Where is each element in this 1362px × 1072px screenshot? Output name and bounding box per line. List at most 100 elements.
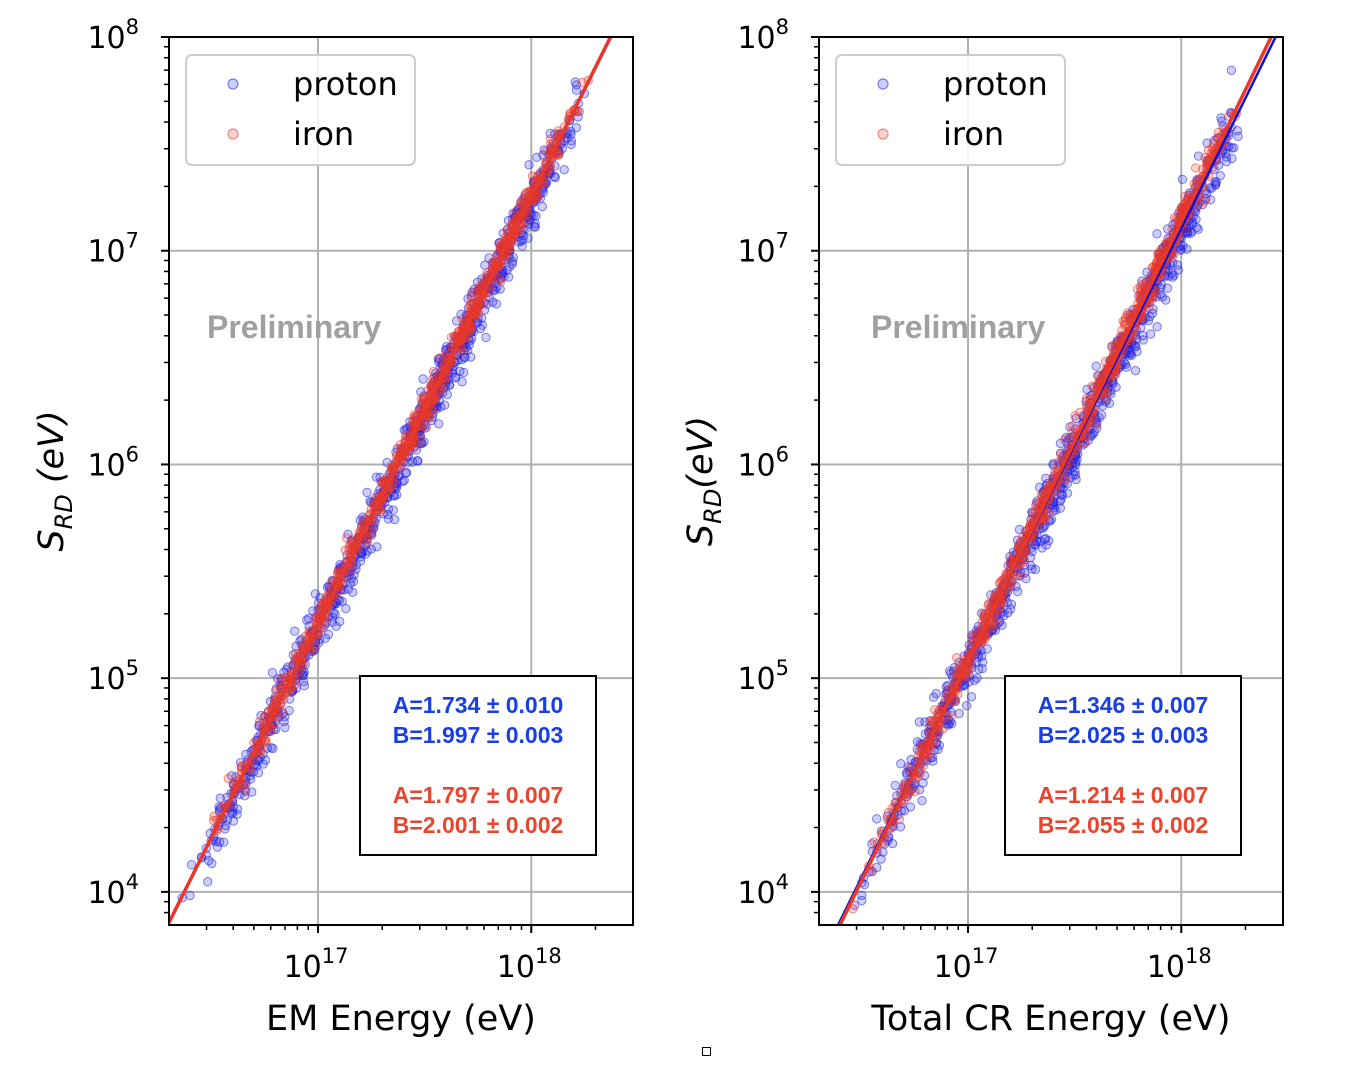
y-tick-label: 105	[87, 656, 139, 697]
data-point-proton	[537, 201, 547, 212]
data-point-proton	[260, 755, 271, 765]
data-point-proton	[896, 759, 906, 769]
data-point-proton	[1168, 272, 1178, 282]
data-point-iron	[947, 710, 957, 721]
fit-box-frame	[359, 675, 597, 856]
data-point-proton	[215, 793, 226, 803]
data-point-proton	[212, 842, 223, 852]
data-point-proton	[455, 366, 465, 376]
data-point-proton	[1216, 113, 1226, 123]
data-point-proton	[962, 701, 972, 711]
data-point-iron	[275, 674, 286, 684]
data-point-proton	[1215, 171, 1226, 181]
data-point-proton	[504, 262, 515, 272]
data-point-iron	[1070, 411, 1080, 421]
data-point-proton	[529, 221, 540, 232]
data-point-iron	[521, 188, 531, 199]
data-point-proton	[371, 472, 382, 482]
scatter-layer	[169, 37, 613, 924]
data-point-iron	[415, 436, 425, 447]
data-point-iron	[991, 616, 1002, 626]
fit-parameter-line: B=2.001 ± 0.002	[393, 812, 564, 838]
fit-parameter-line: A=1.214 ± 0.007	[1038, 782, 1209, 808]
data-point-proton	[440, 400, 450, 410]
data-point-proton	[185, 890, 195, 901]
fit-parameter-line: B=2.025 ± 0.003	[1038, 722, 1209, 748]
data-point-proton	[532, 152, 542, 163]
data-point-proton	[302, 615, 312, 625]
y-tick-label: 106	[87, 442, 139, 483]
data-point-proton	[335, 616, 345, 627]
fit-parameter-line: A=1.797 ± 0.007	[393, 782, 564, 808]
fit-parameter-box: A=1.346 ± 0.007 B=2.025 ± 0.003 A=1.214 ± …	[1004, 675, 1242, 856]
legend-frame	[185, 54, 416, 166]
x-axis-label: Total CR Energy (eV)	[870, 999, 1230, 1039]
chart-panel-1: 1017 1018 104 105 106 107 108 EM Energy (eV) SRD…	[32, 15, 634, 1039]
data-point-iron	[1015, 570, 1026, 580]
y-tick-label: 106	[737, 442, 789, 483]
data-point-iron	[340, 545, 350, 555]
legend-marker-iron	[877, 128, 889, 140]
legend: proton iron	[185, 54, 416, 166]
data-point-proton	[972, 673, 982, 683]
y-axis-label: SRD (eV)	[32, 410, 78, 551]
data-point-proton	[1227, 153, 1237, 164]
data-point-proton	[1055, 503, 1066, 513]
fit-parameter-box: A=1.734 ± 0.010 B=1.997 ± 0.003 A=1.797 ± …	[359, 675, 597, 856]
y-tick-label: 105	[737, 656, 789, 697]
data-point-proton	[1070, 470, 1081, 480]
legend-label-iron: iron	[293, 115, 354, 153]
data-point-iron	[1132, 284, 1143, 294]
y-axis-label: SRD(eV)	[681, 416, 727, 546]
fit-line-iron	[169, 37, 613, 924]
data-point-proton	[280, 722, 290, 733]
data-point-proton	[1056, 489, 1067, 499]
data-point-proton	[1152, 229, 1162, 239]
data-point-proton	[1096, 410, 1107, 420]
data-point-iron	[910, 786, 920, 797]
data-point-proton	[914, 717, 925, 727]
data-point-proton	[966, 692, 977, 702]
data-point-proton	[355, 556, 366, 566]
data-point-iron	[1190, 163, 1201, 173]
data-point-proton	[323, 629, 334, 640]
data-point-proton	[929, 692, 939, 702]
x-tick-label: 1018	[497, 944, 562, 985]
data-point-proton	[186, 860, 197, 870]
fit-parameter-line: B=1.997 ± 0.003	[393, 722, 564, 748]
data-point-proton	[872, 814, 882, 824]
data-point-proton	[857, 890, 867, 900]
data-point-proton	[266, 743, 276, 753]
data-point-proton	[341, 603, 351, 614]
data-point-iron	[496, 276, 506, 286]
data-point-iron	[362, 537, 373, 548]
data-point-iron	[541, 146, 551, 157]
data-point-proton	[290, 626, 300, 636]
data-point-proton	[348, 576, 359, 587]
axes-frame	[818, 36, 1284, 926]
data-point-proton	[203, 877, 213, 887]
data-point-iron	[545, 134, 556, 144]
data-point-iron	[428, 366, 439, 377]
data-point-iron	[319, 623, 329, 633]
page-marker	[702, 1047, 711, 1056]
data-point-iron	[307, 645, 317, 656]
data-point-proton	[1193, 224, 1204, 235]
data-point-proton	[1182, 244, 1192, 254]
data-point-proton	[434, 419, 444, 429]
data-point-proton	[1130, 366, 1141, 376]
data-point-proton	[954, 708, 964, 719]
data-point-proton	[1040, 534, 1050, 544]
data-point-iron	[240, 786, 251, 796]
data-point-iron	[1067, 427, 1077, 437]
data-point-iron	[1122, 310, 1133, 320]
preliminary-watermark: Preliminary	[207, 309, 382, 345]
data-point-iron	[375, 506, 386, 516]
y-tick-label: 104	[87, 870, 139, 911]
data-point-proton	[1070, 466, 1080, 476]
legend-label-proton: proton	[943, 65, 1048, 103]
legend-frame	[835, 54, 1066, 166]
data-point-proton	[1005, 604, 1016, 614]
data-point-proton	[418, 374, 428, 384]
